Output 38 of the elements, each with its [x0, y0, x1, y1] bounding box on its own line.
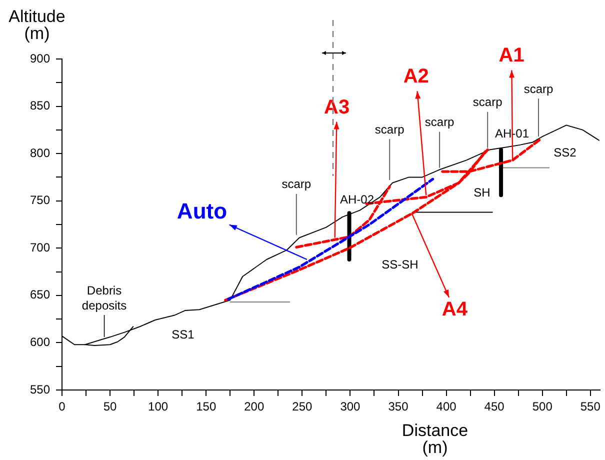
annotation: scarp	[524, 82, 554, 96]
annotation: scarp	[424, 115, 455, 130]
annotation: AH-02	[340, 192, 374, 206]
x-tick-label: 450	[484, 400, 505, 414]
y-tick-label: 850	[30, 98, 50, 113]
annotation: SS-SH	[382, 257, 418, 272]
x-tick-label: 400	[436, 400, 457, 414]
x-tick-label: 100	[148, 400, 168, 414]
annotation: Debris deposits	[82, 283, 127, 312]
x-axis-title: Distance (m)	[400, 421, 470, 457]
annotation: A1	[498, 44, 524, 67]
y-tick-label: 600	[30, 335, 50, 350]
annotation: A4	[442, 298, 468, 321]
x-tick-label: 0	[58, 400, 66, 414]
x-tick-label: 550	[580, 400, 601, 414]
y-tick-label: 550	[30, 382, 50, 396]
annotation: A3	[324, 96, 350, 118]
y-tick-label: 900	[30, 51, 50, 66]
x-tick-label: 300	[340, 400, 361, 414]
x-tick-label: 150	[196, 400, 216, 414]
annotation: SS1	[172, 327, 195, 342]
y-tick-label: 650	[30, 288, 50, 302]
x-tick-label: 50	[103, 400, 118, 414]
x-tick-label: 250	[292, 400, 313, 414]
annotation: SS2	[554, 145, 577, 160]
annotation: SH	[474, 185, 490, 200]
annotation: scarp	[282, 177, 312, 192]
x-tick-label: 500	[532, 400, 553, 414]
y-axis-title: Altitude (m)	[8, 7, 66, 43]
annotation: Auto	[176, 198, 228, 224]
y-tick-label: 800	[30, 146, 50, 160]
y-tick-label: 750	[30, 193, 50, 208]
annotation: scarp	[374, 122, 405, 136]
x-tick-label: 350	[388, 400, 409, 414]
y-tick-label: 700	[30, 240, 50, 254]
x-tick-label: 200	[244, 400, 264, 414]
annotation: scarp	[472, 95, 503, 110]
annotation: A2	[403, 66, 429, 88]
